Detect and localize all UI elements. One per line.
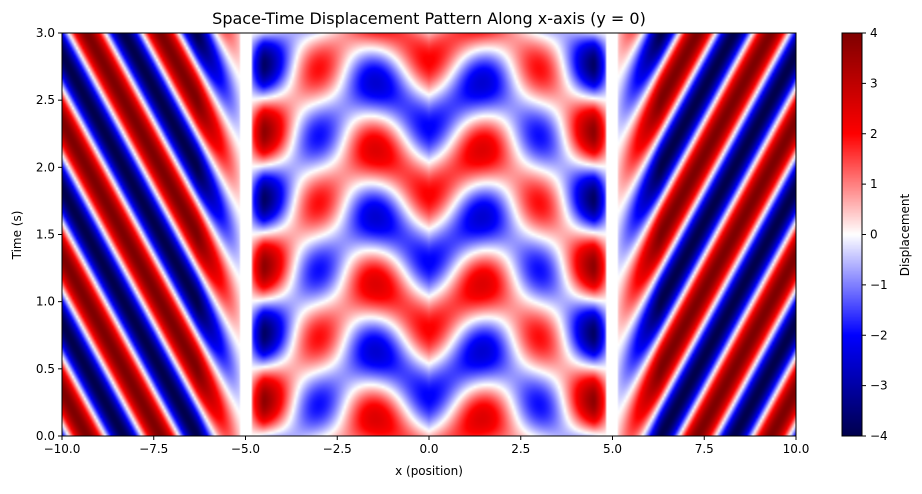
colorbar-ticks: −4 −3 −2 −1 0 1 2 3 4 <box>862 26 888 443</box>
x-tick-label: 5.0 <box>603 442 622 456</box>
x-axis-label: x (position) <box>395 464 463 478</box>
y-axis-ticks: 0.0 0.5 1.0 1.5 2.0 2.5 3.0 <box>36 26 62 443</box>
y-tick-label: 2.5 <box>36 93 55 107</box>
x-tick-label: −7.5 <box>139 442 168 456</box>
y-tick-label: 1.5 <box>36 228 55 242</box>
colorbar-tick-label: 2 <box>870 127 878 141</box>
heatmap <box>62 33 796 436</box>
x-tick-label: −10.0 <box>44 442 81 456</box>
colorbar-label: Displacement <box>898 193 912 276</box>
colorbar-tick-label: −4 <box>870 429 888 443</box>
y-axis-label: Time (s) <box>10 211 24 261</box>
y-tick-label: 2.0 <box>36 160 55 174</box>
colorbar-tick-label: −2 <box>870 328 888 342</box>
x-tick-label: 7.5 <box>695 442 714 456</box>
y-tick-label: 3.0 <box>36 26 55 40</box>
x-tick-label: 2.5 <box>511 442 530 456</box>
colorbar-tick-label: 4 <box>870 26 878 40</box>
colorbar-tick-label: 1 <box>870 177 878 191</box>
heatmap-image <box>62 33 796 436</box>
y-tick-label: 1.0 <box>36 295 55 309</box>
y-tick-label: 0.0 <box>36 429 55 443</box>
colorbar-tick-label: 3 <box>870 76 878 90</box>
y-tick-label: 0.5 <box>36 362 55 376</box>
x-tick-label: 10.0 <box>783 442 810 456</box>
x-tick-label: −5.0 <box>231 442 260 456</box>
x-tick-label: −2.5 <box>323 442 352 456</box>
x-axis-ticks: −10.0 −7.5 −5.0 −2.5 0.0 2.5 5.0 7.5 10.0 <box>44 436 810 456</box>
chart-title: Space-Time Displacement Pattern Along x-… <box>212 9 646 28</box>
x-tick-label: 0.0 <box>419 442 438 456</box>
colorbar-tick-label: −3 <box>870 379 888 393</box>
colorbar: −4 −3 −2 −1 0 1 2 3 4 Displacement <box>841 26 912 443</box>
colorbar-tick-label: −1 <box>870 278 888 292</box>
colorbar-tick-label: 0 <box>870 228 878 242</box>
colorbar-gradient <box>842 33 862 436</box>
